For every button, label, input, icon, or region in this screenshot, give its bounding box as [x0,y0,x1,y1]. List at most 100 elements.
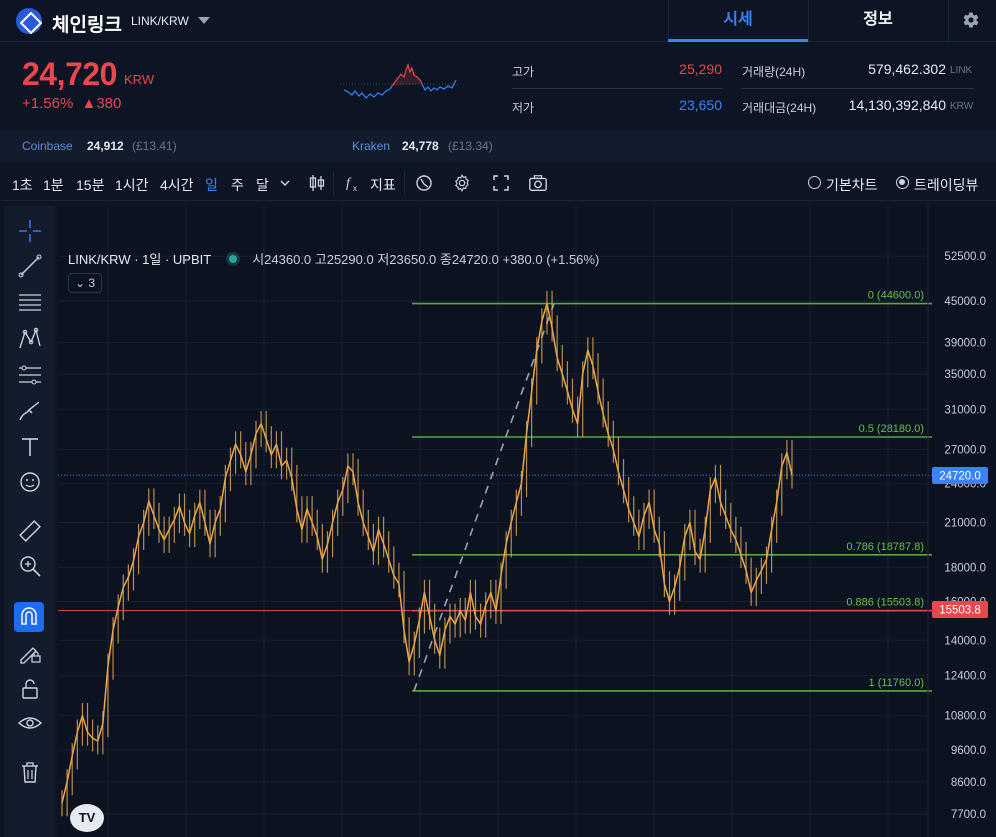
chart-legend: LINK/KRW · 1일 · UPBIT 시24360.0 고25290.0 … [68,249,599,268]
fib-level-label: 0.786 (18787.8) [846,541,924,553]
y-tick-label: 52500.0 [944,251,986,263]
chart-toolbar: 1초 1분 15분 1시간 4시간 일 주 달 f x 지표 [0,165,996,201]
market-status-dot [228,255,237,263]
volume-value: 579,462.302 [868,61,946,77]
y-tick-label: 14000.0 [944,635,986,647]
chevron-down-icon[interactable] [279,177,291,189]
exchange-price-kraken: 24,778 [402,139,439,153]
divider [742,88,974,89]
price-series [61,290,793,817]
y-tick-label: 39000.0 [944,338,986,350]
price-chart[interactable]: 0 (44600.0) 0.5 (28180.0) 0.786 (18787.8) 0… [58,206,996,837]
interval-4h[interactable]: 4시간 [160,177,194,193]
coin-pair[interactable]: LINK/KRW [131,14,189,28]
fib-level-label: 0.5 (28180.0) [859,423,924,435]
current-price-tag-bg [932,467,988,484]
exchange-price-coinbase: 24,912 [87,139,124,153]
basic-chart-label[interactable]: 기본차트 [826,177,878,193]
price-change: +1.56% ▲380 [22,95,121,112]
trade-value-label: 거래대금(24H) [742,101,817,115]
ruler-icon[interactable] [17,518,43,544]
low-value: 23,650 [679,97,722,113]
trading-view-label[interactable]: 트레이딩뷰 [914,177,979,193]
y-tick-label: 21000.0 [944,517,986,529]
chart-canvas[interactable]: 0 (44600.0) 0.5 (28180.0) 0.786 (18787.8) 0… [58,206,996,837]
tab-quote[interactable]: 시세 [668,0,808,42]
indicator-count: 3 [88,276,96,290]
volume-label: 거래량(24H) [742,65,806,79]
svg-text:f: f [346,176,352,191]
magnet-icon[interactable] [14,602,44,632]
alert-icon[interactable] [414,173,434,193]
divider [404,171,405,195]
change-percent: +1.56% [22,95,74,112]
lock-drawing-icon[interactable] [17,640,43,666]
interval-1w[interactable]: 주 [231,177,244,193]
y-tick-label: 9600.0 [951,745,986,757]
forecast-icon[interactable] [17,362,43,388]
exchange-sub-coinbase: (£13.41) [132,139,177,153]
eye-icon[interactable] [17,711,43,737]
tab-info[interactable]: 정보 [863,11,893,28]
fib-retracement-icon[interactable] [17,290,43,316]
text-icon[interactable] [17,434,43,460]
candlestick-icon[interactable] [307,173,327,193]
divider [668,0,669,42]
mini-price-chart [340,63,460,99]
brush-icon[interactable] [17,398,43,424]
y-tick-label: 7700.0 [951,809,986,821]
function-icon[interactable]: f x [344,173,364,193]
legend-symbol: LINK/KRW · 1일 · UPBIT [68,252,211,267]
zoom-in-icon[interactable] [17,553,43,579]
fib-level-label: 0.886 (15503.8) [846,597,924,609]
emoji-icon[interactable] [17,469,43,495]
chevron-down-icon[interactable] [198,17,210,24]
svg-text:x: x [353,184,357,193]
exchange-name-kraken[interactable]: Kraken [352,139,391,153]
pattern-icon[interactable] [17,326,43,352]
exchange-name-coinbase[interactable]: Coinbase [22,139,73,153]
y-tick-label: 10800.0 [944,711,986,723]
fib-level-label: 1 (11760.0) [869,677,924,689]
y-tick-label: 45000.0 [944,296,986,308]
trade-value-unit: KRW [950,101,974,112]
drawing-toolbar [4,206,55,837]
exchange-price-bar: Coinbase 24,912 (£13.41) Kraken 24,778 (… [0,130,996,162]
divider [512,88,722,89]
price-line [61,302,793,804]
interval-15m[interactable]: 15분 [76,177,105,193]
volume-unit: LINK [950,65,973,76]
settings-icon[interactable] [452,173,472,193]
camera-icon[interactable] [528,173,548,193]
gear-icon[interactable] [962,11,980,29]
y-tick-label: 35000.0 [944,369,986,381]
y-tick-label: 27000.0 [944,444,986,456]
current-price: 24,720 [22,56,117,92]
y-tick-label: 8600.0 [951,777,986,789]
interval-1d[interactable]: 일 [205,177,218,193]
interval-1h[interactable]: 1시간 [115,177,149,193]
radio-basic-chart[interactable] [808,176,821,189]
fullscreen-icon[interactable] [491,173,511,193]
divider [333,171,334,195]
coin-name: 체인링크 [52,15,122,36]
trash-icon[interactable] [17,759,43,785]
price-panel: 24,720 KRW +1.56% ▲380 고가 25,290 저가 23,6… [0,42,996,130]
trend-line-icon[interactable] [17,253,43,279]
price-tags: 24720.0 15503.8 [932,467,988,618]
indicator-collapse-button[interactable]: ⌄ 3 [68,273,102,293]
tradingview-logo: TV [70,804,104,832]
crosshair-icon[interactable] [17,218,43,244]
unlock-icon[interactable] [17,676,43,702]
interval-1m[interactable]: 1분 [43,177,64,193]
header: 체인링크 LINK/KRW 시세 정보 [0,0,996,42]
fib-price-tag-bg [932,601,988,618]
fib-price-tag: 15503.8 [939,605,981,617]
radio-trading-view[interactable] [896,176,909,189]
interval-1mo[interactable]: 달 [256,177,269,193]
interval-1s[interactable]: 1초 [12,177,33,193]
indicator-button[interactable]: 지표 [370,177,396,193]
change-absolute: ▲380 [81,95,122,112]
exchange-sub-kraken: (£13.34) [448,139,493,153]
